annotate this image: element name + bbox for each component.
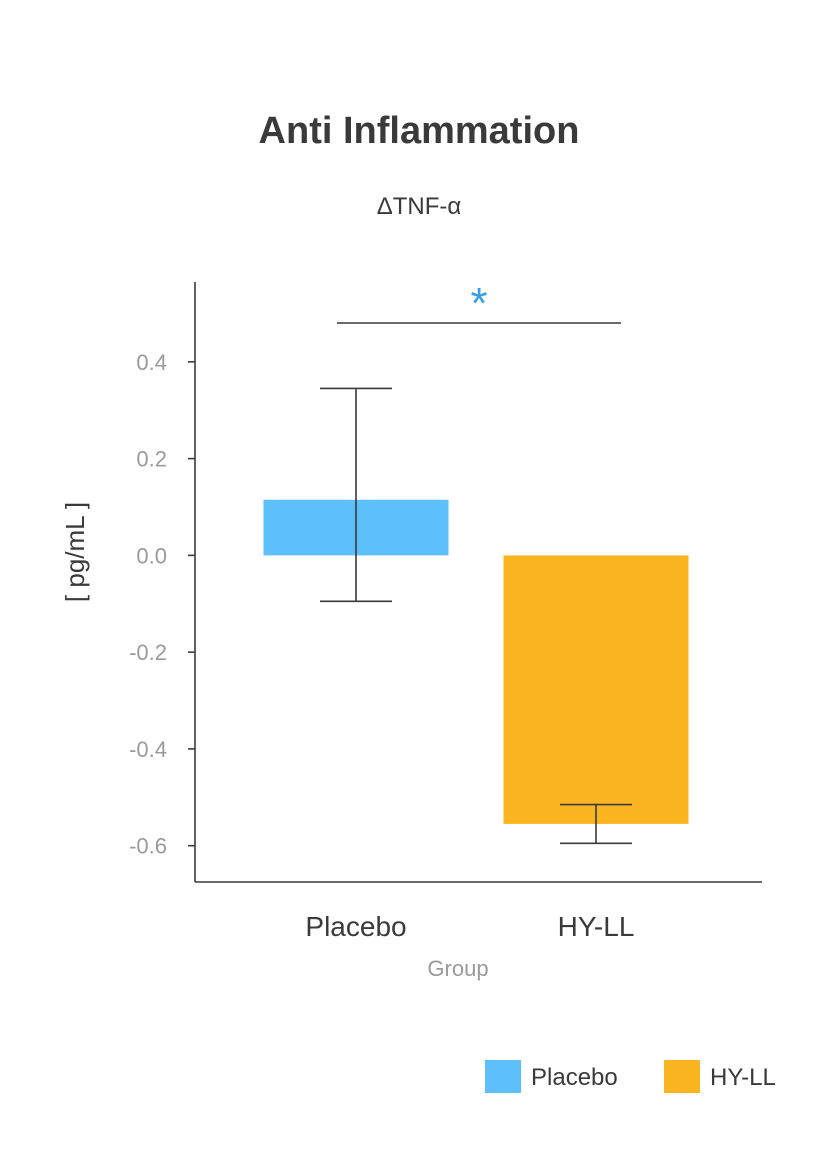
legend-swatch	[664, 1060, 700, 1093]
chart-subtitle: ΔTNF-α	[377, 193, 462, 220]
y-tick-label: -0.6	[129, 834, 167, 859]
error-bar-placebo	[320, 387, 392, 603]
legend-item-hy-ll: HY-LL	[664, 1060, 776, 1093]
legend-label: Placebo	[531, 1064, 618, 1091]
y-axis-title: [ pg/mL ]	[60, 502, 90, 602]
y-tick-label: 0.2	[136, 447, 167, 472]
y-tick-label: 0.4	[136, 350, 167, 375]
legend-item-placebo: Placebo	[485, 1060, 618, 1093]
plot-area: 0.4 0.2 0.0 -0.2 -0.4 -0.6 Placebo HY-LL *	[129, 279, 762, 942]
y-tick-label: -0.4	[129, 737, 167, 762]
y-tick-label: 0.0	[136, 543, 167, 568]
x-tick-label-placebo: Placebo	[305, 911, 406, 942]
legend: Placebo HY-LL	[485, 1060, 776, 1093]
significance-star: *	[470, 279, 487, 328]
bar-hy-ll	[503, 555, 689, 824]
x-axis-title: Group	[427, 956, 488, 981]
error-bar-hy-ll	[560, 803, 632, 845]
chart-title: Anti Inflammation	[259, 110, 580, 152]
y-tick-label: -0.2	[129, 640, 167, 665]
x-tick-label-hy-ll: HY-LL	[558, 911, 635, 942]
legend-label: HY-LL	[710, 1064, 776, 1091]
legend-swatch	[485, 1060, 521, 1093]
